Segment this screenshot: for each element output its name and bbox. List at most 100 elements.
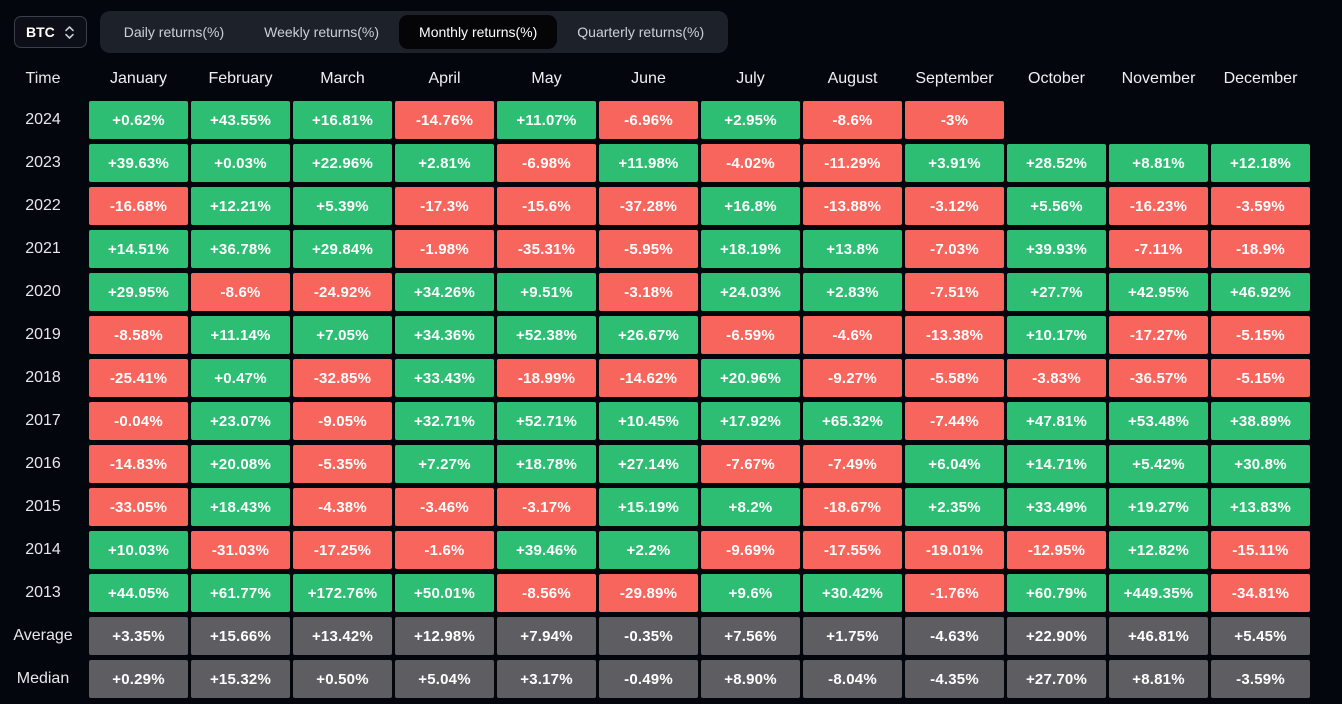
return-cell: +0.29%: [89, 660, 188, 698]
return-cell: +172.76%: [293, 574, 392, 612]
return-cell: -36.57%: [1109, 359, 1208, 397]
return-cell: +8.81%: [1109, 660, 1208, 698]
symbol-select[interactable]: BTC: [14, 16, 87, 48]
return-cell: +13.8%: [803, 230, 902, 268]
return-cell: -34.81%: [1211, 574, 1310, 612]
return-cell: -4.6%: [803, 316, 902, 354]
return-cell: -35.31%: [497, 230, 596, 268]
row-label: 2023: [25, 154, 61, 171]
return-cell: -3.18%: [599, 273, 698, 311]
return-cell: +8.90%: [701, 660, 800, 698]
return-cell: +2.95%: [701, 101, 800, 139]
return-cell: +15.66%: [191, 617, 290, 655]
return-cell: +34.26%: [395, 273, 494, 311]
tab-monthly-returns[interactable]: Monthly returns(%): [399, 15, 558, 49]
row-label: 2022: [25, 197, 61, 214]
return-cell: +24.03%: [701, 273, 800, 311]
return-cell: -5.58%: [905, 359, 1004, 397]
row-label: 2020: [25, 283, 61, 300]
return-cell: -5.95%: [599, 230, 698, 268]
return-cell: -7.49%: [803, 445, 902, 483]
return-cell: +10.45%: [599, 402, 698, 440]
tab-weekly-returns[interactable]: Weekly returns(%): [244, 15, 399, 49]
year-row-2016: 2016 -14.83% +20.08% -5.35% +7.27% +18.78% +27…: [0, 445, 1342, 483]
return-cell: +0.62%: [89, 101, 188, 139]
return-cell: +22.96%: [293, 144, 392, 182]
year-row-2017: 2017 -0.04% +23.07% -9.05% +32.71% +52.71% +10…: [0, 402, 1342, 440]
return-cell: -8.56%: [497, 574, 596, 612]
symbol-label: BTC: [26, 24, 55, 40]
return-cell: +50.01%: [395, 574, 494, 612]
return-cell: +7.05%: [293, 316, 392, 354]
return-cell: +33.43%: [395, 359, 494, 397]
return-cell: +11.14%: [191, 316, 290, 354]
return-cell: +44.05%: [89, 574, 188, 612]
return-cell: +39.93%: [1007, 230, 1106, 268]
return-cell: +19.27%: [1109, 488, 1208, 526]
return-cell: +2.35%: [905, 488, 1004, 526]
return-cell: -13.88%: [803, 187, 902, 225]
return-cell: -19.01%: [905, 531, 1004, 569]
return-cell: +5.56%: [1007, 187, 1106, 225]
month-header-april: April: [428, 70, 461, 87]
return-cell: -7.44%: [905, 402, 1004, 440]
return-cell: -4.63%: [905, 617, 1004, 655]
return-cell: +8.81%: [1109, 144, 1208, 182]
row-label: 2021: [25, 240, 61, 257]
return-cell: +12.18%: [1211, 144, 1310, 182]
return-cell: -7.51%: [905, 273, 1004, 311]
return-cell: +9.51%: [497, 273, 596, 311]
return-cell: -14.83%: [89, 445, 188, 483]
year-row-2021: 2021 +14.51% +36.78% +29.84% -1.98% -35.31% -5…: [0, 230, 1342, 268]
return-cell: -8.6%: [191, 273, 290, 311]
year-row-2013: 2013 +44.05% +61.77% +172.76% +50.01% -8.56% -…: [0, 574, 1342, 612]
return-cell: -31.03%: [191, 531, 290, 569]
row-label: 2019: [25, 326, 61, 343]
return-cell: -7.11%: [1109, 230, 1208, 268]
return-cell: +47.81%: [1007, 402, 1106, 440]
return-cell: +16.8%: [701, 187, 800, 225]
return-cell: +0.50%: [293, 660, 392, 698]
row-label: 2013: [25, 584, 61, 601]
row-label: 2014: [25, 541, 61, 558]
row-label: 2017: [25, 412, 61, 429]
year-row-2022: 2022 -16.68% +12.21% +5.39% -17.3% -15.6% -37.…: [0, 187, 1342, 225]
topbar: BTC Daily returns(%) Weekly returns(%) Mon…: [0, 0, 1342, 53]
return-cell: +9.6%: [701, 574, 800, 612]
month-header-july: July: [736, 70, 765, 87]
month-header-december: December: [1223, 70, 1298, 87]
return-cell: +38.89%: [1211, 402, 1310, 440]
return-cell: +2.2%: [599, 531, 698, 569]
return-cell: +30.42%: [803, 574, 902, 612]
return-cell: +23.07%: [191, 402, 290, 440]
month-header-october: October: [1028, 70, 1085, 87]
return-cell: [1007, 101, 1106, 139]
return-cell: +29.95%: [89, 273, 188, 311]
return-cell: -15.6%: [497, 187, 596, 225]
return-cell: +14.51%: [89, 230, 188, 268]
return-cell: -5.15%: [1211, 316, 1310, 354]
return-cell: +18.43%: [191, 488, 290, 526]
return-cell: -1.98%: [395, 230, 494, 268]
return-cell: [1109, 101, 1208, 139]
return-cell: +27.70%: [1007, 660, 1106, 698]
row-label: 2015: [25, 498, 61, 515]
return-cell: +10.17%: [1007, 316, 1106, 354]
return-cell: +3.17%: [497, 660, 596, 698]
return-cell: -16.23%: [1109, 187, 1208, 225]
return-cell: -9.05%: [293, 402, 392, 440]
tab-quarterly-returns[interactable]: Quarterly returns(%): [557, 15, 724, 49]
return-cell: -18.67%: [803, 488, 902, 526]
year-row-2015: 2015 -33.05% +18.43% -4.38% -3.46% -3.17% +15.…: [0, 488, 1342, 526]
return-cell: -18.99%: [497, 359, 596, 397]
return-cell: +16.81%: [293, 101, 392, 139]
return-cell: -14.62%: [599, 359, 698, 397]
return-cell: -8.58%: [89, 316, 188, 354]
return-cell: +22.90%: [1007, 617, 1106, 655]
return-cell: +12.98%: [395, 617, 494, 655]
return-cell: +20.08%: [191, 445, 290, 483]
return-cell: +13.83%: [1211, 488, 1310, 526]
tab-daily-returns[interactable]: Daily returns(%): [104, 15, 244, 49]
return-cell: +53.48%: [1109, 402, 1208, 440]
return-cell: +12.21%: [191, 187, 290, 225]
